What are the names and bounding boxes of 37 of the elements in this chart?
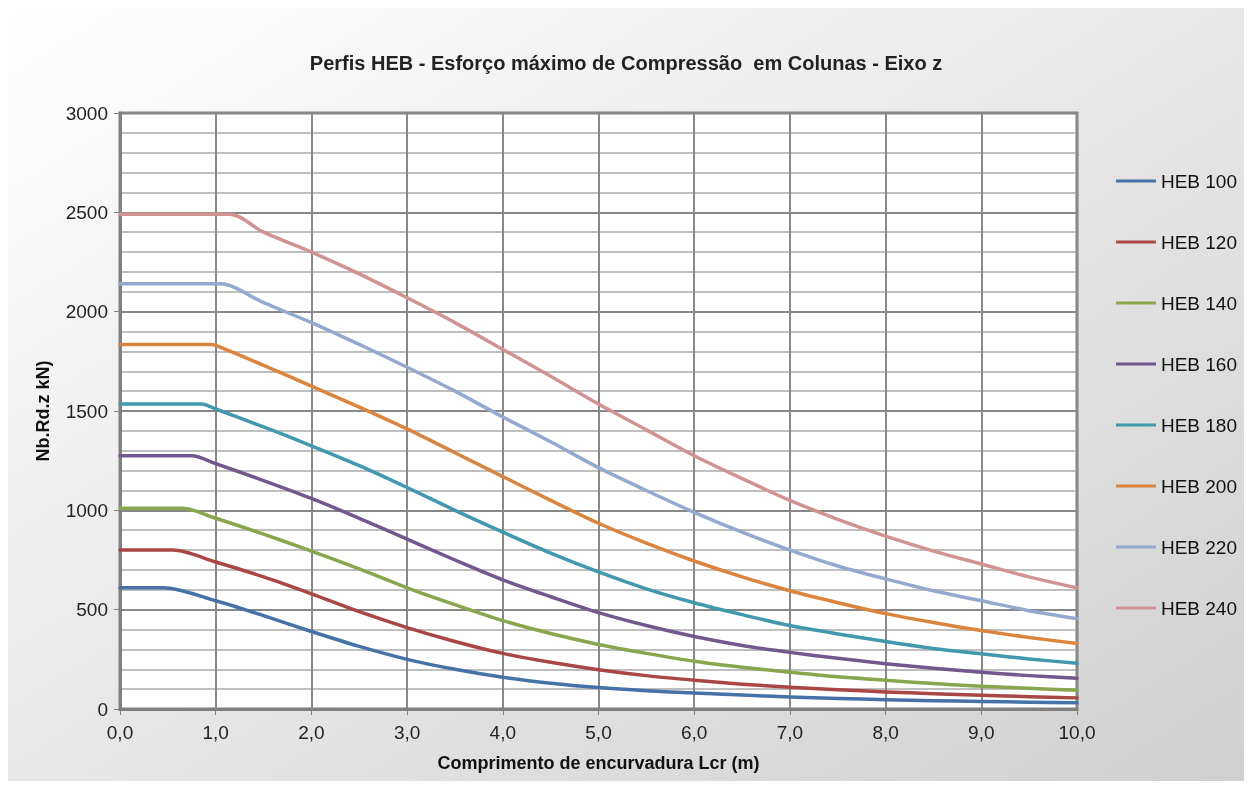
x-tick-label: 9,0 [968,722,995,743]
line-series [118,342,1079,646]
x-tick-label: 8,0 [872,722,899,743]
legend-label: HEB 160 [1160,353,1237,375]
x-tick-label: 2,0 [298,722,325,743]
line-series [118,506,1079,692]
line-series [118,548,1079,700]
x-axis-title: Comprimento de encurvadura Lcr (m) [437,753,760,773]
x-tick-label: 3,0 [393,722,421,743]
y-tick-label: 1000 [65,499,108,521]
y-tick-label: 3000 [65,102,108,124]
y-tick-label: 0 [97,698,108,720]
line-series [118,212,1079,590]
x-tick-label: 0,0 [106,722,134,743]
line-series [118,402,1079,666]
chart-title: Perfis HEB - Esforço máximo de Compressão em Colunas - Eixo z [309,52,943,74]
x-tick-label: 6,0 [680,722,708,743]
x-tick-label: 1,0 [202,722,229,743]
y-tick-label: 2500 [65,201,108,223]
legend-label: HEB 100 [1160,170,1237,192]
y-axis-title: Nb.Rd.z kN) [33,360,53,462]
legend-label: HEB 120 [1160,231,1237,253]
x-tick-label: 7,0 [776,722,804,743]
legend-label: HEB 140 [1160,292,1237,314]
line-series [118,453,1079,680]
y-tick-label: 1500 [65,400,108,422]
legend-label: HEB 220 [1160,536,1237,558]
y-tick-label: 2000 [65,301,108,323]
x-tick-label: 4,0 [489,722,517,743]
x-tick-label: 5,0 [585,722,612,743]
legend-label: HEB 240 [1160,597,1237,619]
line-series [118,282,1079,621]
x-tick-label: 10,0 [1058,722,1096,743]
legend-label: HEB 200 [1160,475,1237,497]
y-tick-label: 500 [76,599,108,621]
legend-label: HEB 180 [1160,414,1237,436]
line-series [118,586,1079,705]
